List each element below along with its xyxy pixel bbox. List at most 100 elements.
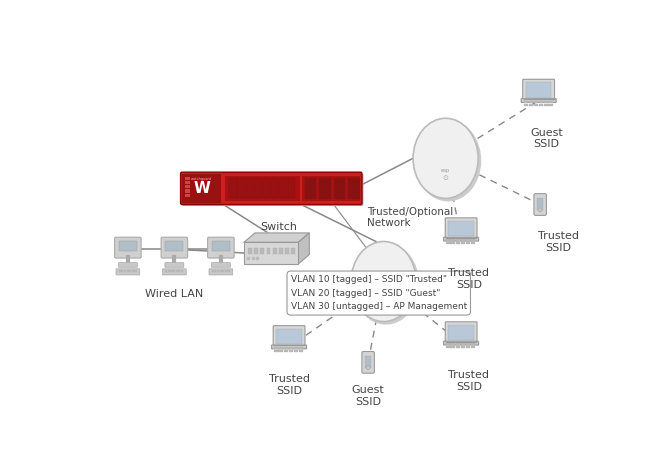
Bar [289,347,294,349]
Text: Trusted
SSID: Trusted SSID [538,231,579,253]
Bar [118,270,121,272]
Bar [447,242,450,244]
Bar [212,270,214,272]
Polygon shape [244,233,309,242]
Text: watchguard: watchguard [191,177,212,181]
Bar [471,242,475,244]
Bar [348,178,359,199]
Ellipse shape [413,118,478,198]
Bar [451,343,456,345]
Bar [129,270,132,272]
Bar [466,242,470,244]
Bar [186,177,190,180]
Bar [365,356,371,368]
Bar [178,270,180,272]
Bar [288,178,296,198]
Bar [222,270,225,272]
FancyBboxPatch shape [212,263,230,267]
Bar [229,178,236,198]
Bar [451,346,456,348]
FancyBboxPatch shape [163,269,186,275]
Bar [214,270,216,272]
Text: Trusted/Optional
Network: Trusted/Optional Network [367,207,453,228]
Bar [267,248,270,254]
Bar [294,350,298,352]
Bar [456,239,460,241]
Bar [173,270,175,272]
Bar [121,270,124,272]
Bar [124,270,126,272]
Bar [165,270,167,272]
Bar [538,101,543,102]
Bar [471,239,475,241]
FancyBboxPatch shape [521,99,556,102]
Bar [466,346,470,348]
Text: VLAN 10 [tagged] – SSID "Trusted"
VLAN 20 [tagged] – SSID "Guest"
VLAN 30 [untag: VLAN 10 [tagged] – SSID "Trusted" VLAN 2… [290,275,467,312]
Bar [132,270,134,272]
Bar [524,101,528,102]
FancyBboxPatch shape [165,263,184,267]
Bar [451,239,456,241]
Bar [181,270,183,272]
FancyBboxPatch shape [534,193,546,215]
Bar [219,270,221,272]
Ellipse shape [353,243,419,325]
Bar [471,346,475,348]
Bar [182,173,221,203]
Bar [529,101,533,102]
Bar [225,176,300,201]
Bar [461,346,465,348]
Bar [447,346,450,348]
Bar [244,242,298,264]
Bar [289,350,294,352]
Text: Trusted
SSID: Trusted SSID [449,370,490,392]
Bar [262,178,270,198]
Bar [279,350,283,352]
Bar [271,178,279,198]
FancyBboxPatch shape [118,263,137,267]
Bar [227,270,230,272]
Bar [238,178,245,198]
Text: ⊙: ⊙ [443,175,449,181]
Bar [456,343,460,345]
Bar [456,346,460,348]
Bar [449,325,474,340]
Bar [212,241,230,251]
Bar [292,248,296,254]
Bar [447,343,450,345]
Bar [171,270,173,272]
FancyBboxPatch shape [445,218,477,238]
Ellipse shape [351,241,416,322]
Bar [279,347,283,349]
Bar [461,239,465,241]
Bar [279,248,283,254]
FancyBboxPatch shape [445,322,477,342]
Bar [274,347,279,349]
Bar [449,221,474,236]
Bar [319,178,331,199]
Ellipse shape [415,120,481,202]
FancyBboxPatch shape [116,269,140,275]
Bar [549,104,553,106]
FancyBboxPatch shape [443,341,478,345]
Bar [254,248,258,254]
Bar [279,178,287,198]
FancyBboxPatch shape [115,237,141,258]
Text: Guest
SSID: Guest SSID [530,127,562,149]
Bar [294,347,298,349]
Bar [165,241,184,251]
Bar [273,248,277,254]
FancyBboxPatch shape [209,269,233,275]
Bar [447,239,450,241]
Bar [466,343,470,345]
Bar [537,198,544,210]
Bar [534,101,538,102]
Bar [461,343,465,345]
Bar [534,104,538,106]
FancyBboxPatch shape [273,326,305,346]
Bar [456,242,460,244]
Bar [186,181,190,184]
Text: eap: eap [379,291,388,296]
Text: W: W [193,181,210,196]
Bar [255,178,262,198]
